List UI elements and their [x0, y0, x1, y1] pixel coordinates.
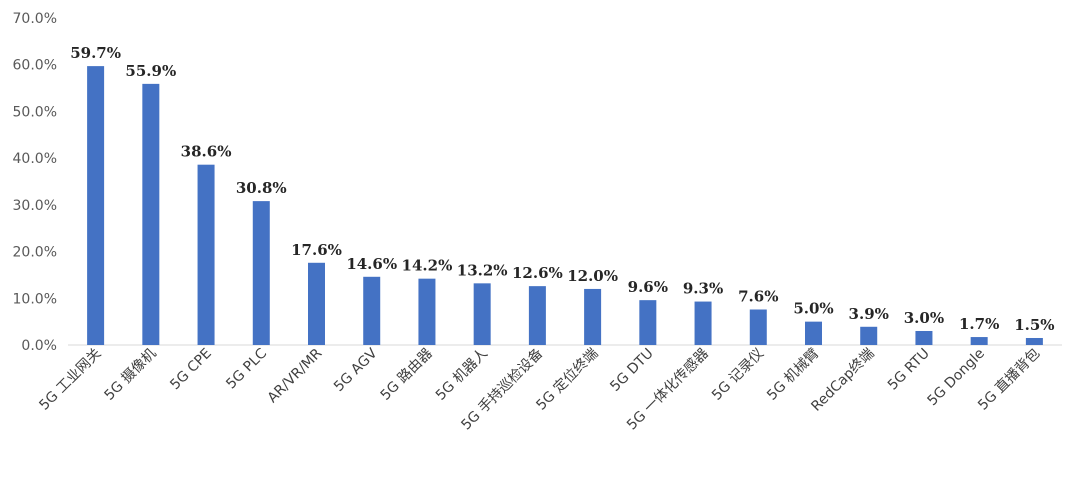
bar: [418, 278, 436, 345]
x-tick-label: 5G AGV: [331, 345, 381, 395]
bar: [584, 288, 602, 345]
data-label: 14.2%: [402, 257, 453, 275]
bar: [197, 164, 215, 345]
y-tick-label: 20.0%: [13, 245, 57, 261]
y-tick-label: 60.0%: [13, 58, 57, 74]
data-label: 12.0%: [567, 267, 618, 285]
x-tick-label: 5G 记录仪: [709, 346, 767, 404]
bar: [142, 83, 160, 346]
bar: [639, 300, 657, 345]
x-tick-label: 5G RTU: [885, 346, 933, 394]
data-label: 1.5%: [1014, 316, 1054, 334]
data-label: 1.7%: [959, 315, 999, 333]
bar: [970, 337, 988, 345]
x-tick-label: AR/VR/MR: [265, 345, 326, 406]
y-tick-label: 50.0%: [13, 104, 57, 120]
data-label: 3.0%: [904, 309, 944, 327]
data-label: 14.6%: [346, 255, 397, 273]
bars: [87, 66, 1043, 346]
bar: [363, 276, 381, 345]
y-tick-label: 70.0%: [13, 11, 57, 27]
x-tick-label: 5G 摄像机: [102, 346, 160, 404]
bar: [805, 321, 822, 345]
bar: [528, 286, 546, 345]
x-tick-label: 5G 机器人: [433, 346, 491, 404]
data-label: 13.2%: [457, 261, 508, 279]
y-tick-label: 10.0%: [13, 291, 57, 307]
bar: [308, 262, 325, 345]
data-label: 12.6%: [512, 264, 563, 282]
x-tick-label: 5G 机械臂: [764, 346, 822, 404]
y-tick-labels: 0.0% 10.0% 20.0% 30.0% 40.0% 50.0% 60.0% 70.0%: [13, 11, 57, 354]
x-tick-label: 5G DTU: [607, 346, 656, 395]
data-labels: 59.7%55.9% 38.6%30.8% 17.6%14.6% 14.2% 13.2%…: [70, 44, 1054, 334]
y-tick-label: 40.0%: [13, 151, 57, 167]
data-label: 7.6%: [738, 287, 778, 305]
data-label: 5.0%: [793, 300, 833, 318]
data-label: 55.9%: [125, 62, 176, 80]
bar: [694, 301, 712, 345]
bar: [915, 330, 933, 345]
bar: [749, 309, 767, 345]
bar: [1025, 337, 1043, 345]
data-label: 59.7%: [70, 44, 121, 62]
bar: [473, 283, 491, 345]
bar: [860, 326, 878, 345]
data-label: 3.9%: [849, 305, 889, 323]
data-label: 9.6%: [628, 278, 668, 296]
y-tick-label: 30.0%: [13, 198, 57, 214]
x-tick-label: 5G 工业网关: [36, 346, 104, 414]
data-label: 17.6%: [291, 241, 342, 259]
x-tick-label: 5G 路由器: [378, 346, 436, 404]
data-label: 9.3%: [683, 280, 723, 298]
data-label: 30.8%: [236, 179, 287, 197]
data-label: 38.6%: [181, 143, 232, 161]
x-tick-label: 5G PLC: [223, 345, 270, 392]
x-tick-label: 5G CPE: [167, 346, 215, 394]
bar: [87, 66, 105, 345]
y-tick-label: 0.0%: [21, 338, 57, 354]
bar: [252, 201, 270, 345]
